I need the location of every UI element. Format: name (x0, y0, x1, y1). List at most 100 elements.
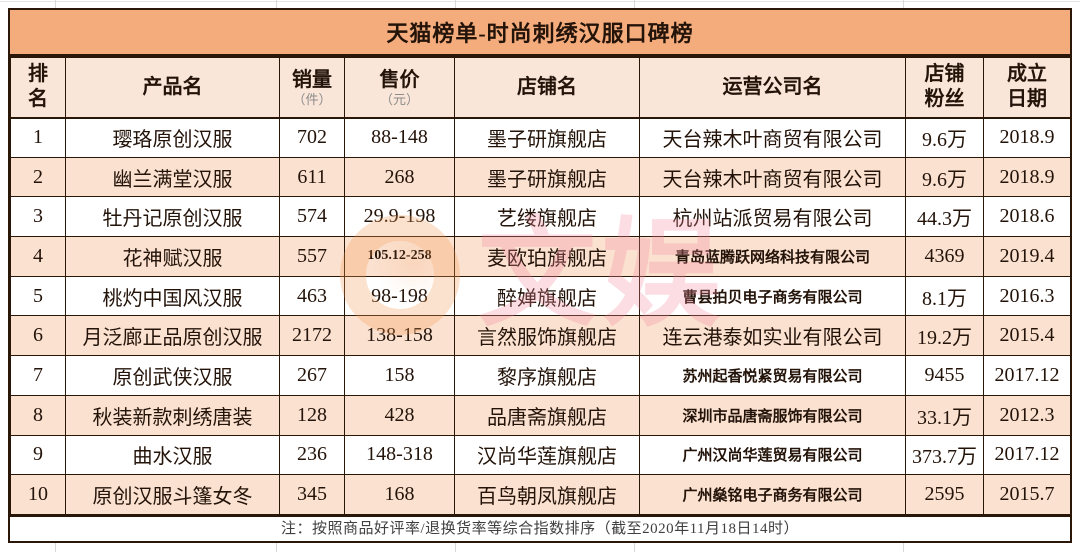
sheet-gridline (903, 543, 904, 552)
cell-product: 璎珞原创汉服 (65, 117, 280, 158)
sheet-gridline (634, 543, 635, 552)
cell-fans: 8.1万 (905, 275, 984, 317)
cell-date: 2017.12 (983, 434, 1071, 476)
sheet-gridline (634, 0, 635, 8)
cell-company: 广州燊铭电子商务有限公司 (639, 474, 906, 515)
cell-fans: 9.6万 (905, 156, 984, 198)
cell-shop: 言然服饰旗舰店 (454, 315, 640, 357)
cell-fans: 4369 (905, 236, 984, 277)
cell-shop: 艺缕旗舰店 (454, 196, 640, 238)
cell-rank: 4 (10, 236, 66, 277)
col-product: 产品名 (65, 57, 280, 119)
cell-sales: 463 (279, 275, 345, 317)
sheet-gridline (903, 0, 904, 8)
cell-rank: 9 (10, 434, 66, 476)
cell-price: 428 (344, 394, 455, 436)
cell-price: 98-198 (344, 275, 455, 317)
sheet-gridline (455, 543, 456, 552)
col-sales: 销量 （件） (279, 57, 345, 119)
col-company: 运营公司名 (639, 57, 906, 119)
cell-company: 杭州站派贸易有限公司 (639, 196, 906, 238)
table-row: 3 牡丹记原创汉服 574 29.9-198 艺缕旗舰店 杭州站派贸易有限公司 44.3万 2… (10, 196, 1071, 238)
cell-price: 158 (344, 355, 455, 396)
cell-sales: 557 (279, 236, 345, 277)
cell-fans: 33.1万 (905, 394, 984, 436)
cell-fans: 9.6万 (905, 117, 984, 158)
col-fans: 店铺 粉丝 (905, 57, 984, 119)
cell-rank: 10 (10, 474, 66, 515)
cell-sales: 702 (279, 117, 345, 158)
cell-company: 天台辣木叶商贸有限公司 (639, 117, 906, 158)
cell-sales: 267 (279, 355, 345, 396)
cell-rank: 3 (10, 196, 66, 238)
sheet-gridline (276, 543, 277, 552)
header-row: 排名 产品名 销量 （件） 售价 （元） 店铺名 运营公司名 店铺 粉丝 成立 日期 (10, 57, 1071, 119)
table-row: 4 花神赋汉服 557 105.12-258 麦欧珀旗舰店 青岛蓝腾跃网络科技有限公司 43… (10, 236, 1071, 277)
cell-shop: 醉婵旗舰店 (454, 275, 640, 317)
cell-shop: 墨子研旗舰店 (454, 117, 640, 158)
cell-price: 268 (344, 156, 455, 198)
data-table: 排名 产品名 销量 （件） 售价 （元） 店铺名 运营公司名 店铺 粉丝 成立 日期 1… (10, 57, 1071, 515)
cell-product: 秋装新款刺绣唐装 (65, 394, 280, 436)
cell-date: 2012.3 (983, 394, 1071, 436)
cell-company: 深圳市品唐斋服饰有限公司 (639, 394, 906, 436)
cell-fans: 44.3万 (905, 196, 984, 238)
sheet-gridline (455, 0, 456, 8)
cell-product: 月泛廊正品原创汉服 (65, 315, 280, 357)
col-price: 售价 （元） (344, 57, 455, 119)
cell-sales: 236 (279, 434, 345, 476)
cell-sales: 2172 (279, 315, 345, 357)
cell-date: 2017.12 (983, 355, 1071, 396)
table-row: 9 曲水汉服 236 148-318 汉尚华莲旗舰店 广州汉尚华莲贸易有限公司 373.7万… (10, 434, 1071, 476)
cell-date: 2015.4 (983, 315, 1071, 357)
cell-price: 168 (344, 474, 455, 515)
cell-product: 牡丹记原创汉服 (65, 196, 280, 238)
sheet-gridline (55, 543, 56, 552)
cell-rank: 1 (10, 117, 66, 158)
cell-company: 青岛蓝腾跃网络科技有限公司 (639, 236, 906, 277)
cell-rank: 5 (10, 275, 66, 317)
cell-sales: 128 (279, 394, 345, 436)
cell-rank: 7 (10, 355, 66, 396)
ranking-table: 天猫榜单-时尚刺绣汉服口碑榜 排名 产品名 销量 （件） 售价 （元） 店铺名 运营… (8, 8, 1072, 543)
cell-date: 2018.6 (983, 196, 1071, 238)
cell-sales: 574 (279, 196, 345, 238)
col-date: 成立 日期 (983, 57, 1071, 119)
sales-unit-label: （件） (292, 91, 332, 107)
cell-rank: 2 (10, 156, 66, 198)
table-row: 5 桃灼中国风汉服 463 98-198 醉婵旗舰店 曹县拍贝电子商务有限公司 8.1万 20… (10, 275, 1071, 317)
cell-price: 29.9-198 (344, 196, 455, 238)
table-row: 7 原创武侠汉服 267 158 黎序旗舰店 苏州起香悦紧贸易有限公司 9455 2017.1… (10, 355, 1071, 396)
col-rank: 排名 (10, 57, 66, 119)
footer-note: 注：按照商品好评率/退换货率等综合指数排序（截至2020年11月18日14时） (10, 514, 1070, 539)
cell-shop: 麦欧珀旗舰店 (454, 236, 640, 277)
sheet-gridline (276, 0, 277, 8)
cell-product: 花神赋汉服 (65, 236, 280, 277)
cell-date: 2015.7 (983, 474, 1071, 515)
cell-rank: 8 (10, 394, 66, 436)
cell-price: 148-318 (344, 434, 455, 476)
cell-date: 2018.9 (983, 156, 1071, 198)
table-body: 1 璎珞原创汉服 702 88-148 墨子研旗舰店 天台辣木叶商贸有限公司 9.6万 201… (10, 117, 1071, 515)
cell-product: 桃灼中国风汉服 (65, 275, 280, 317)
cell-price: 138-158 (344, 315, 455, 357)
cell-rank: 6 (10, 315, 66, 357)
cell-shop: 墨子研旗舰店 (454, 156, 640, 198)
cell-product: 原创武侠汉服 (65, 355, 280, 396)
cell-company: 苏州起香悦紧贸易有限公司 (639, 355, 906, 396)
cell-shop: 品唐斋旗舰店 (454, 394, 640, 436)
table-row: 1 璎珞原创汉服 702 88-148 墨子研旗舰店 天台辣木叶商贸有限公司 9.6万 201… (10, 117, 1071, 158)
cell-fans: 19.2万 (905, 315, 984, 357)
cell-product: 幽兰满堂汉服 (65, 156, 280, 198)
table-row: 8 秋装新款刺绣唐装 128 428 品唐斋旗舰店 深圳市品唐斋服饰有限公司 33.1万 20… (10, 394, 1071, 436)
cell-date: 2019.4 (983, 236, 1071, 277)
table-row: 2 幽兰满堂汉服 611 268 墨子研旗舰店 天台辣木叶商贸有限公司 9.6万 2018.9 (10, 156, 1071, 198)
cell-product: 曲水汉服 (65, 434, 280, 476)
cell-price: 105.12-258 (344, 236, 455, 277)
cell-product: 原创汉服斗篷女冬 (65, 474, 280, 515)
cell-sales: 345 (279, 474, 345, 515)
cell-company: 广州汉尚华莲贸易有限公司 (639, 434, 906, 476)
cell-fans: 9455 (905, 355, 984, 396)
sheet-gridline-top (0, 1, 1080, 2)
